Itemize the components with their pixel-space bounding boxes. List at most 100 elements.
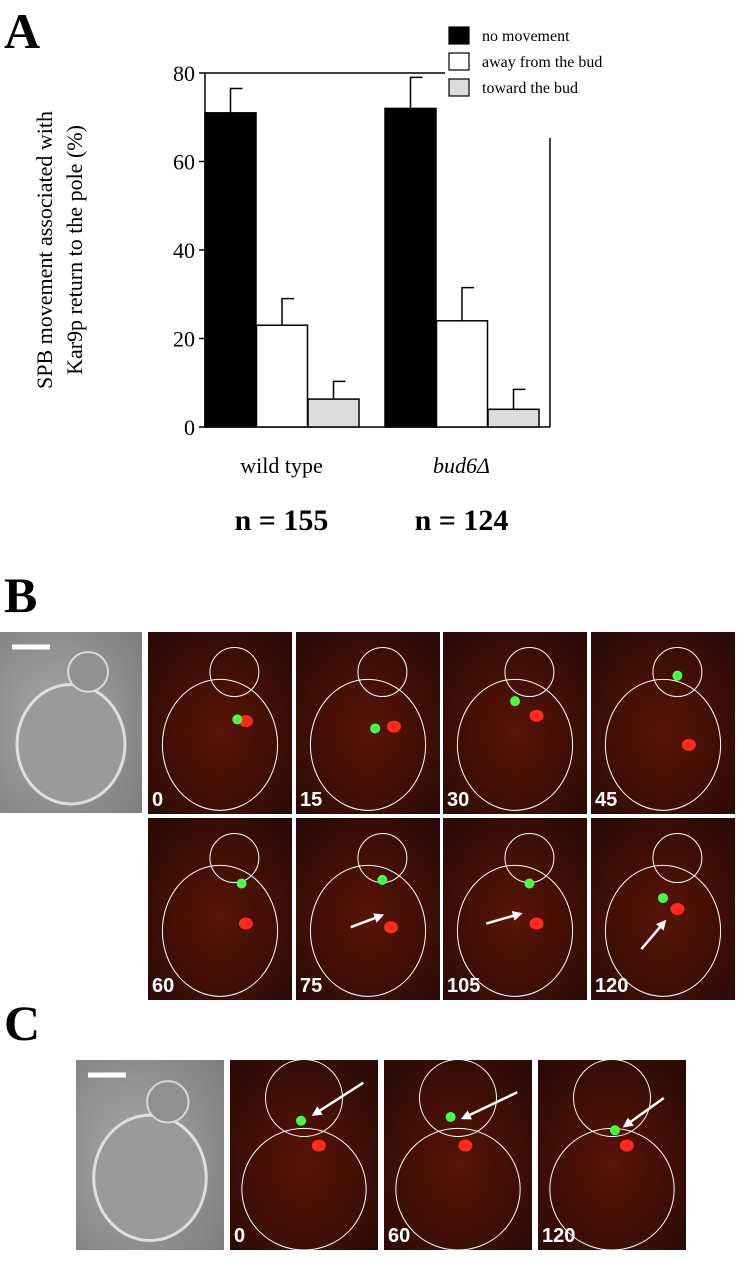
dic-bud (67, 650, 109, 693)
panel-label: C (4, 995, 40, 1051)
green-dot (524, 878, 535, 889)
red-signal (238, 917, 253, 930)
time-label: 15 (300, 789, 322, 811)
time-label: 105 (447, 975, 480, 997)
y-axis-label: Kar9p return to the pole (%) (62, 125, 87, 375)
fluorescence-frame (538, 1060, 686, 1250)
cell-outline (309, 678, 427, 811)
bud-outline (357, 647, 408, 698)
green-dot (609, 1125, 620, 1136)
dic-cell (92, 1113, 208, 1243)
bud-outline (209, 647, 260, 698)
arrow (622, 1096, 665, 1128)
cell-outline (161, 864, 279, 997)
error-bar (461, 286, 474, 321)
bud-outline (265, 1059, 343, 1137)
cell-outline (604, 864, 722, 997)
y-tick-label: 80 (173, 61, 195, 86)
cell-outline (456, 864, 574, 997)
fluorescence-frame (296, 632, 440, 814)
error-bar (332, 380, 346, 400)
bud-outline (419, 1059, 497, 1137)
cell-outline (241, 1127, 367, 1251)
bar (307, 398, 360, 428)
bud-outline (209, 833, 260, 884)
red-signal (238, 715, 253, 728)
y-tick-label: 0 (184, 415, 195, 440)
green-dot (672, 670, 683, 681)
red-signal (386, 720, 401, 733)
panel-label: B (4, 567, 37, 623)
time-label: 45 (595, 789, 617, 811)
legend-swatch (448, 78, 470, 97)
annotation: n = 124 (415, 504, 509, 537)
y-tick-label: 60 (173, 150, 195, 175)
y-axis-label: SPB movement associated with (32, 111, 57, 389)
time-label: 120 (542, 1225, 575, 1247)
red-signal (384, 921, 399, 934)
green-dot (377, 874, 388, 885)
fluorescence-frame (296, 818, 440, 1000)
error-bar (281, 297, 294, 326)
fluorescence-frame (591, 632, 735, 814)
cell-outline (395, 1127, 521, 1251)
time-label: 0 (152, 789, 163, 811)
time-label: 30 (447, 789, 469, 811)
time-label: 0 (234, 1225, 245, 1247)
bud-outline (652, 647, 703, 698)
green-dot (445, 1112, 456, 1122)
red-signal (619, 1139, 634, 1152)
green-dot (510, 696, 520, 707)
legend-swatch (448, 52, 470, 71)
x-tick-label: bud6Δ (433, 453, 490, 478)
arrow (640, 919, 667, 950)
green-dot (232, 714, 243, 725)
arrow (311, 1081, 364, 1116)
y-tick-label: 40 (173, 238, 195, 263)
fluorescence-frame (148, 818, 292, 1000)
red-signal (670, 903, 685, 915)
x-tick-label: wild type (240, 453, 323, 478)
time-label: 60 (388, 1225, 410, 1247)
red-signal (458, 1139, 473, 1152)
green-dot (370, 723, 381, 734)
bar (384, 107, 437, 428)
bar (204, 112, 257, 428)
dic-bud (146, 1080, 190, 1124)
fluorescence-frame (148, 632, 292, 814)
red-signal (529, 917, 544, 930)
y-tick-label: 20 (173, 327, 195, 352)
time-label: 120 (595, 975, 628, 997)
arrow (485, 911, 523, 925)
red-signal (529, 709, 544, 722)
green-dot (658, 893, 668, 904)
dic-cell (15, 682, 127, 806)
arrow (460, 1091, 518, 1120)
legend-swatch (448, 26, 470, 45)
fluorescence-frame (384, 1060, 532, 1250)
red-signal (681, 738, 696, 751)
time-label: 60 (152, 975, 174, 997)
fluorescence-frame (443, 632, 587, 814)
red-signal (311, 1139, 326, 1152)
error-bar (409, 76, 423, 109)
cell-outline (604, 678, 722, 811)
fluorescence-frame (230, 1060, 378, 1250)
cell-outline (456, 678, 574, 811)
panel-label: A (4, 3, 40, 59)
legend-label: no movement (482, 28, 570, 45)
cell-outline (309, 864, 427, 997)
bud-outline (504, 647, 555, 698)
bar (487, 408, 540, 428)
bud-outline (573, 1059, 651, 1137)
green-dot (296, 1115, 307, 1126)
green-dot (236, 878, 247, 889)
annotation: n = 155 (235, 504, 329, 537)
legend-label: toward the bud (482, 80, 578, 97)
error-bar (512, 388, 526, 410)
bud-outline (652, 833, 703, 884)
bar (255, 324, 309, 428)
fluorescence-frame (591, 818, 735, 1000)
fluorescence-frame (443, 818, 587, 1000)
